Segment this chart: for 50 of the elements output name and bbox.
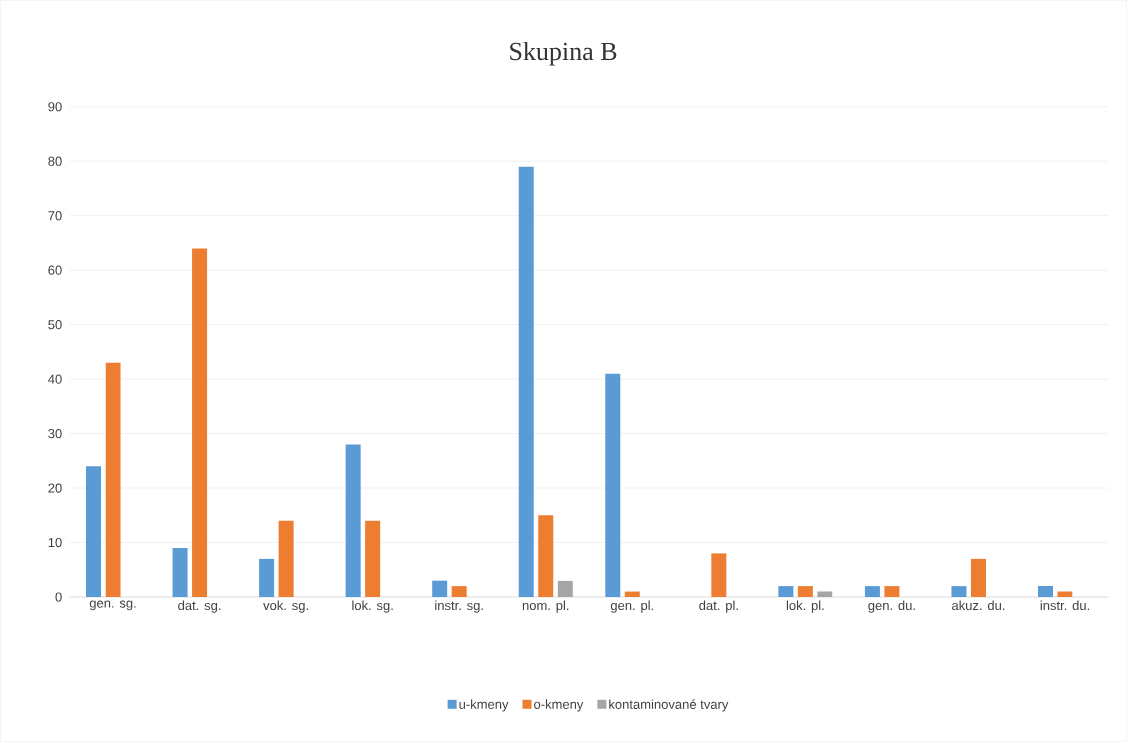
bar (778, 586, 794, 598)
bar (797, 586, 813, 598)
x-tick-label: instr. sg. (435, 600, 483, 613)
x-tick-label: akuz. du. (952, 600, 1005, 611)
chart-title: Skupina B (510, 42, 617, 66)
bar (557, 580, 573, 598)
y-tick-label: 50 (48, 320, 62, 330)
x-tick-label: gen. pl. (610, 600, 654, 613)
y-tick-label: 30 (48, 429, 62, 439)
bar (538, 515, 554, 598)
bar (345, 444, 361, 598)
bar (432, 580, 448, 598)
bar (172, 548, 188, 598)
bar (192, 248, 208, 598)
legend-label: o-kmeny (534, 699, 584, 712)
bar (86, 466, 102, 598)
bar (105, 362, 121, 598)
y-tick-label: 20 (48, 483, 62, 493)
bar (951, 586, 967, 598)
x-tick-label: lok. sg. (352, 600, 393, 613)
bar (605, 373, 621, 598)
legend-label: kontaminované tvary (609, 699, 729, 712)
y-tick-label: 40 (48, 374, 62, 384)
bar (278, 520, 294, 598)
legend-label: u-kmeny (459, 699, 509, 712)
bar (970, 558, 986, 598)
x-tick-label: dat. pl. (699, 600, 738, 613)
y-tick-label: 90 (48, 102, 62, 112)
bar (259, 558, 275, 598)
y-tick-label: 80 (48, 156, 62, 166)
bar (711, 553, 727, 598)
bar (1038, 586, 1053, 598)
y-tick-label: 0 (55, 592, 62, 602)
bar (864, 586, 880, 598)
y-tick-label: 60 (48, 265, 62, 275)
y-tick-label: 70 (48, 211, 62, 221)
y-tick-label: 10 (48, 538, 62, 548)
x-tick-label: gen. sg. (89, 600, 136, 611)
x-tick-label: gen. du. (868, 600, 915, 613)
bar (884, 586, 900, 598)
bar (451, 586, 467, 598)
bar (624, 591, 640, 598)
x-tick-label: lok. pl. (786, 600, 824, 613)
bar (518, 166, 534, 598)
x-tick-label: instr. du. (1040, 600, 1089, 611)
x-tick-label: dat. sg. (178, 600, 221, 613)
bar (365, 520, 381, 598)
x-tick-label: vok. sg. (263, 600, 308, 613)
bar (817, 591, 833, 598)
x-tick-label: nom. pl. (522, 600, 569, 613)
